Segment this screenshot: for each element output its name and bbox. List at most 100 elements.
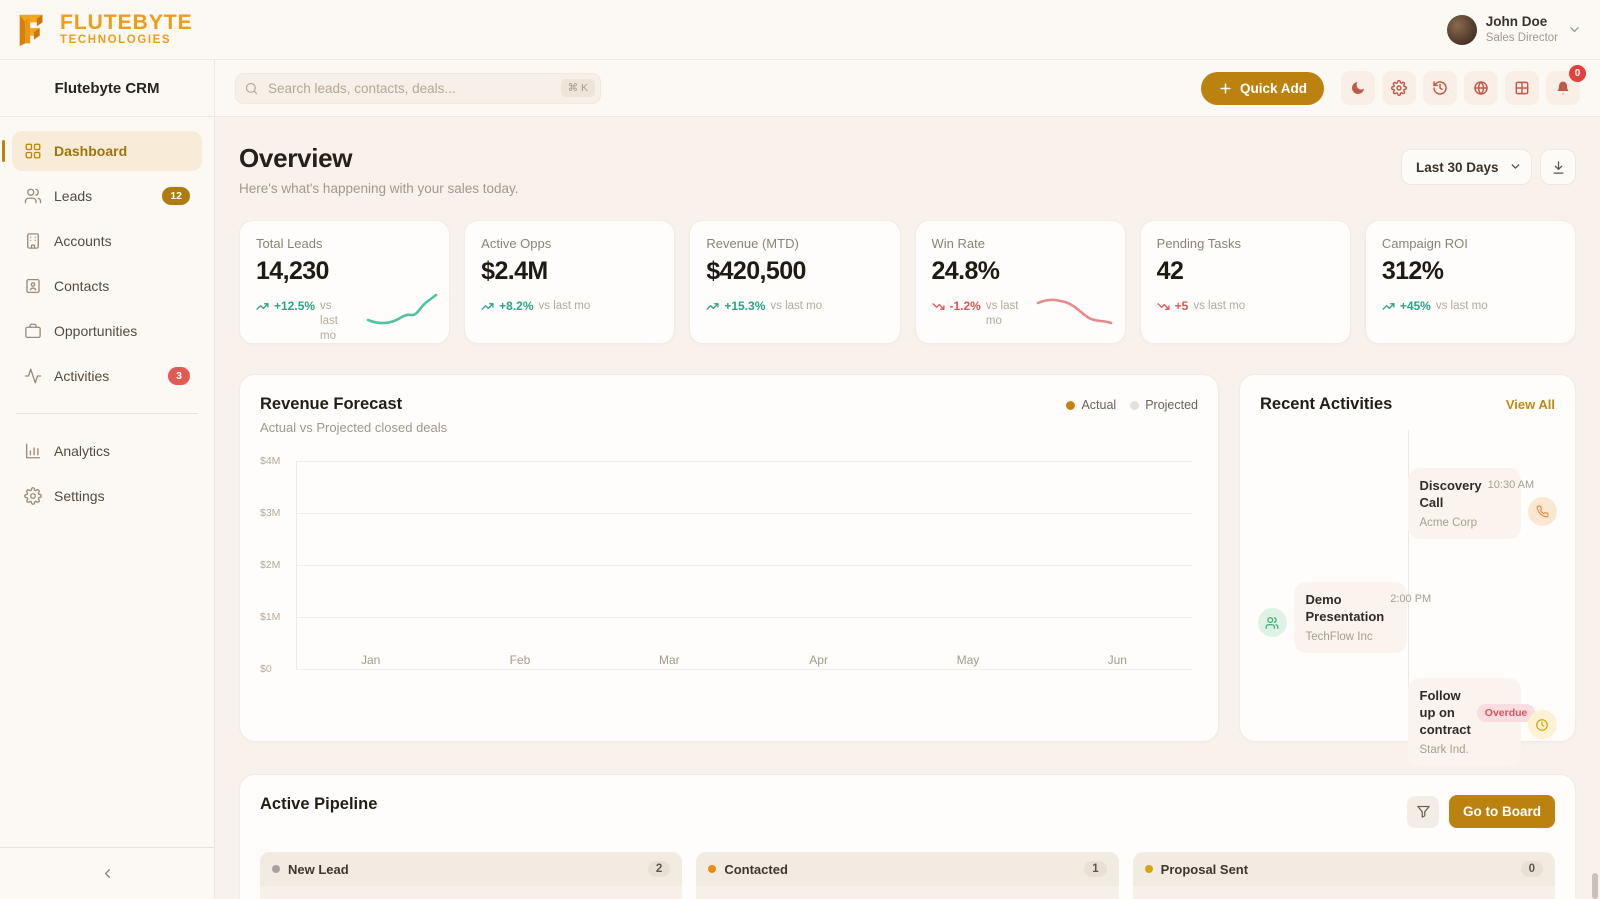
sidebar-item-label: Dashboard	[54, 143, 128, 159]
language-button[interactable]	[1464, 71, 1498, 105]
y-tick: $0	[260, 663, 272, 675]
topbar: FLUTEBYTE TECHNOLOGIES John Doe Sales Di…	[0, 0, 1600, 60]
stat-delta: +15.3%	[724, 299, 766, 313]
pipeline-column-new-lead[interactable]: New Lead 2	[260, 852, 683, 899]
sidebar-item-activities[interactable]: Activities 3	[12, 356, 202, 396]
activity-company: Stark Ind.	[1419, 743, 1469, 756]
y-tick: $3M	[260, 507, 281, 519]
stat-delta: +8.2%	[499, 299, 534, 313]
stage-label: Proposal Sent	[1160, 861, 1249, 877]
stat-compare: vs last mo	[320, 300, 338, 342]
sidebar-item-accounts[interactable]: Accounts	[12, 221, 202, 261]
moon-icon	[1350, 80, 1366, 96]
stat-card-pending-tasks[interactable]: Pending Tasks 42 +5 vs last mo	[1139, 220, 1351, 344]
chevron-down-icon[interactable]	[1567, 22, 1582, 37]
stage-dot	[272, 865, 280, 873]
avatar[interactable]	[1446, 14, 1477, 45]
stat-card-active-opps[interactable]: Active Opps $2.4M +8.2% vs last mo	[464, 220, 676, 344]
stat-card-win-rate[interactable]: Win Rate 24.8% -1.2% vs last mo	[914, 220, 1126, 344]
pipeline-title: Active Pipeline	[260, 795, 378, 813]
settings-button[interactable]	[1382, 71, 1416, 105]
user-menu[interactable]: John Doe Sales Director	[1446, 14, 1582, 45]
stat-delta: +45%	[1399, 299, 1431, 313]
sidebar-item-dashboard[interactable]: Dashboard	[2, 131, 202, 171]
stat-card-total-leads[interactable]: Total Leads 14,230 +12.5% vs last mo	[239, 220, 451, 344]
activities-title: Recent Activities	[1260, 395, 1393, 413]
activity-time: 10:30 AM	[1487, 479, 1535, 491]
gear-icon	[1391, 80, 1407, 96]
activity-item-demo-presentation[interactable]: Demo Presentation 2:00 PM TechFlow Inc	[1293, 582, 1431, 653]
stat-delta: +5	[1174, 299, 1189, 313]
globe-icon	[1473, 80, 1489, 96]
quick-add-button[interactable]: Quick Add	[1200, 71, 1324, 105]
search-icon	[244, 81, 259, 96]
sidebar-item-contacts[interactable]: Contacts	[12, 266, 202, 306]
sidebar-item-opportunities[interactable]: Opportunities	[12, 311, 202, 351]
sidebar-item-label: Accounts	[54, 233, 112, 249]
dark-mode-button[interactable]	[1341, 71, 1375, 105]
chart-legend: Actual Projected	[1066, 398, 1198, 412]
activity-company: Acme Corp	[1419, 516, 1478, 529]
search-input[interactable]	[235, 72, 601, 104]
view-all-link[interactable]: View All	[1505, 397, 1555, 412]
activity-item-follow-up[interactable]: Follow up on contract Overdue Stark Ind.	[1407, 678, 1536, 766]
stat-card-revenue-mtd[interactable]: Revenue (MTD) $420,500 +15.3% vs last mo	[689, 220, 901, 344]
sidebar-item-label: Settings	[54, 488, 105, 504]
pipeline-column-contacted[interactable]: Contacted 1	[696, 852, 1119, 899]
activity-company: TechFlow Inc	[1305, 630, 1373, 643]
export-button[interactable]	[1540, 149, 1576, 185]
sidebar-item-label: Contacts	[54, 278, 110, 294]
sidebar-nav: Dashboard Leads 12 Accounts Contacts	[0, 117, 214, 516]
flutebyte-logo-icon	[14, 11, 52, 49]
stat-compare: vs last mo	[770, 300, 823, 312]
go-to-board-button[interactable]: Go to Board	[1449, 795, 1555, 828]
stage-dot	[1144, 865, 1153, 873]
history-icon	[1432, 80, 1448, 96]
chevron-left-icon	[100, 866, 115, 881]
bell-icon	[1555, 80, 1571, 96]
clock-icon	[1527, 710, 1557, 739]
stage-label: Contacted	[724, 861, 788, 877]
timeline-line	[1407, 430, 1409, 717]
page-subtitle: Here's what's happening with your sales …	[239, 181, 519, 196]
history-button[interactable]	[1423, 71, 1457, 105]
stage-dot	[708, 865, 717, 873]
notifications-button[interactable]: 0	[1546, 65, 1586, 105]
x-tick: May	[956, 653, 980, 667]
dashboard-icon	[24, 142, 42, 160]
apps-button[interactable]	[1505, 71, 1539, 105]
sidebar-divider	[16, 413, 198, 414]
trending-up-icon	[706, 300, 719, 313]
sidebar-item-label: Analytics	[54, 443, 111, 459]
date-range-select[interactable]: Last 30 Days	[1401, 149, 1532, 185]
x-axis-labels: Jan Feb Mar Apr May Jun	[296, 653, 1192, 667]
pipeline-column-proposal-sent[interactable]: Proposal Sent 0	[1132, 852, 1555, 899]
grid-icon	[1514, 80, 1530, 96]
legend-actual-label: Actual	[1081, 398, 1117, 412]
page-title: Overview	[239, 143, 353, 173]
notification-count-badge: 0	[1569, 65, 1586, 82]
activity-time: 2:00 PM	[1390, 593, 1432, 605]
stage-count: 1	[1084, 861, 1107, 877]
briefcase-icon	[24, 322, 42, 340]
sidebar-item-leads[interactable]: Leads 12	[12, 176, 202, 216]
stat-delta: +12.5%	[274, 299, 316, 313]
activities-timeline: Discovery Call 10:30 AM Acme Corp Demo P…	[1257, 424, 1557, 766]
sidebar-item-analytics[interactable]: Analytics	[12, 431, 202, 471]
download-icon	[1551, 160, 1566, 175]
building-icon	[24, 232, 42, 250]
activity-item-discovery-call[interactable]: Discovery Call 10:30 AM Acme Corp	[1407, 468, 1534, 539]
revenue-forecast-chart: $4M $3M $2M $1M $0 Jan Feb	[260, 455, 1198, 693]
filter-button[interactable]	[1407, 795, 1439, 828]
pipeline-columns: New Lead 2 Contacted 1	[260, 852, 1555, 899]
brand-name: FLUTEBYTE	[60, 11, 193, 35]
recent-activities-card: Recent Activities View All Discovery Cal…	[1239, 374, 1576, 766]
stat-delta: -1.2%	[949, 299, 981, 313]
stat-card-campaign-roi[interactable]: Campaign ROI 312% +45% vs last mo	[1364, 220, 1576, 344]
sidebar-item-settings[interactable]: Settings	[12, 476, 202, 516]
sidebar-collapse-button[interactable]	[0, 847, 214, 899]
sidebar-item-label: Leads	[54, 188, 93, 204]
stat-compare: vs last mo	[538, 300, 591, 312]
page-scrollbar-thumb[interactable]	[1592, 873, 1598, 899]
stage-label: New Lead	[288, 861, 349, 877]
